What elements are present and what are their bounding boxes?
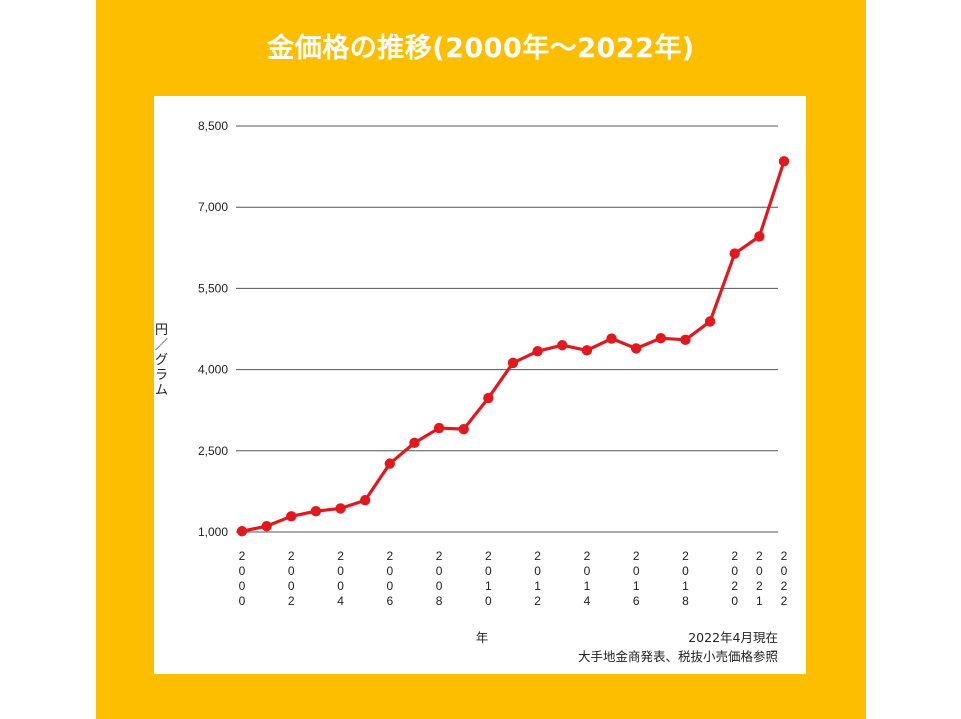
- y-axis-label: 円／グラム: [155, 323, 168, 398]
- x-axis-ticks: 2 0 0 0 2 0 0 2 2 0 0 4 2 0 0 6 2 0 0 8 2 0 1 0 2 0 1 2 2 0 1 4 2 0 1 6 2 0 1 8…: [239, 549, 788, 608]
- source-note: 2022年4月現在: [688, 630, 778, 645]
- data-point: [581, 345, 593, 356]
- data-point: [754, 231, 765, 242]
- data-point: [286, 511, 297, 522]
- data-point: [359, 495, 371, 506]
- data-point: [655, 333, 667, 344]
- data-point: [483, 392, 494, 404]
- data-point: [236, 526, 248, 537]
- data-point: [729, 248, 740, 259]
- y-tick-label: 1,000: [198, 525, 228, 539]
- y-tick-label: 8,500: [198, 119, 228, 133]
- data-point: [261, 520, 272, 532]
- chart-title: 金価格の推移(2000年～2022年): [267, 33, 695, 64]
- y-tick-label: 7,000: [198, 200, 228, 214]
- data-point: [310, 505, 322, 517]
- data-point: [433, 422, 445, 434]
- series-points: [236, 156, 790, 537]
- y-axis-ticks: 1,000 2,500 4,000 5,500 7,000 8,500: [198, 119, 228, 539]
- data-point: [532, 345, 543, 357]
- data-point: [630, 343, 642, 354]
- data-point: [606, 333, 617, 344]
- data-point: [778, 156, 790, 167]
- y-tick-label: 5,500: [198, 281, 228, 295]
- data-point: [557, 340, 568, 351]
- series-line-path: [241, 160, 786, 533]
- y-tick-label: 2,500: [198, 444, 228, 458]
- gridlines: [236, 125, 778, 533]
- data-point: [384, 458, 396, 469]
- chart-frame: 金価格の推移(2000年～2022年) 1,000 2,500 4,000 5,500…: [96, 0, 866, 719]
- source-note: 大手地金商発表、税抜小売価格参照: [578, 649, 778, 664]
- data-point: [507, 357, 519, 369]
- series-line: [241, 160, 786, 533]
- data-point: [335, 503, 346, 514]
- y-tick-label: 4,000: [198, 363, 228, 377]
- data-point: [680, 334, 691, 346]
- data-point: [458, 423, 469, 435]
- data-point: [704, 316, 716, 327]
- data-point: [409, 437, 420, 449]
- x-axis-label: 年: [476, 630, 489, 645]
